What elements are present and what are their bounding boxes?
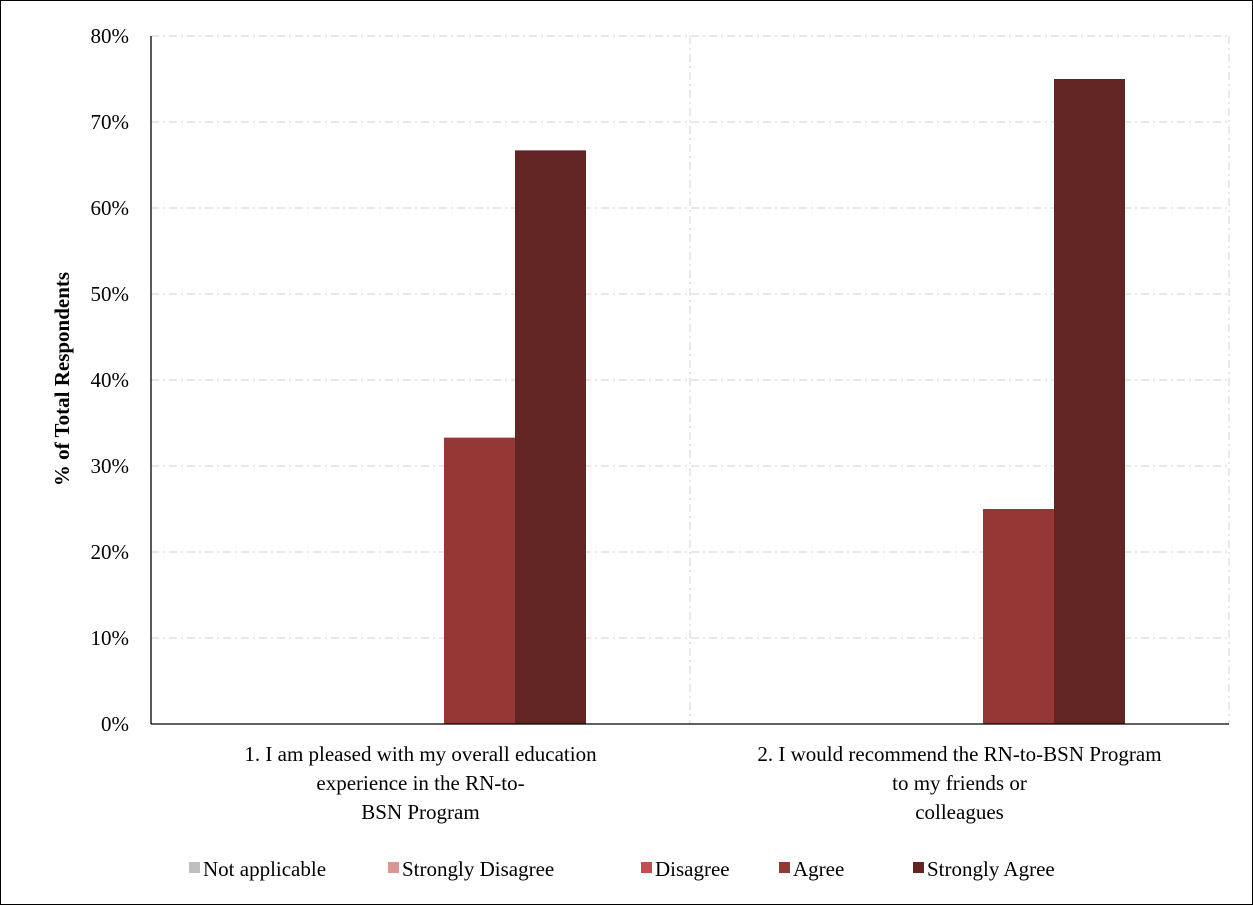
y-tick-label: 40%: [91, 368, 130, 392]
category-label: to my friends or: [892, 771, 1027, 795]
legend-swatch: [641, 862, 652, 873]
bars: [444, 79, 1125, 724]
legend-swatch: [388, 862, 399, 873]
legend-label: Disagree: [655, 857, 730, 881]
bar-strongly-agree: [515, 150, 586, 724]
y-tick-labels: 0% 10% 20% 30% 40% 50% 60% 70% 80%: [91, 24, 130, 736]
y-tick-label: 60%: [91, 196, 130, 220]
legend-label: Agree: [793, 857, 844, 881]
legend-swatch: [913, 862, 924, 873]
y-axis-label: % of Total Respondents: [50, 272, 74, 486]
y-tick-label: 30%: [91, 454, 130, 478]
category-label: BSN Program: [361, 800, 479, 824]
legend-label: Strongly Agree: [927, 857, 1055, 881]
legend-swatch: [779, 862, 790, 873]
gridlines: [151, 35, 1230, 724]
legend: Not applicable Strongly Disagree Disagree A…: [189, 857, 1055, 881]
category-label: experience in the RN-to-: [316, 771, 524, 795]
category-label: 2. I would recommend the RN-to-BSN Progr…: [757, 742, 1161, 766]
legend-swatch: [189, 862, 200, 873]
bar-strongly-agree: [1054, 79, 1125, 724]
y-tick-label: 50%: [91, 282, 130, 306]
legend-label: Strongly Disagree: [402, 857, 554, 881]
bar-agree: [444, 437, 515, 724]
axes: [150, 36, 1229, 725]
bar-agree: [983, 509, 1054, 724]
category-labels: 1. I am pleased with my overall educatio…: [244, 742, 1161, 824]
y-tick-label: 80%: [91, 24, 130, 48]
y-tick-label: 70%: [91, 110, 130, 134]
y-tick-label: 20%: [91, 540, 130, 564]
category-label: 1. I am pleased with my overall educatio…: [244, 742, 597, 766]
legend-label: Not applicable: [203, 857, 326, 881]
y-tick-label: 10%: [91, 626, 130, 650]
y-tick-label: 0%: [101, 712, 129, 736]
category-label: colleagues: [915, 800, 1004, 824]
